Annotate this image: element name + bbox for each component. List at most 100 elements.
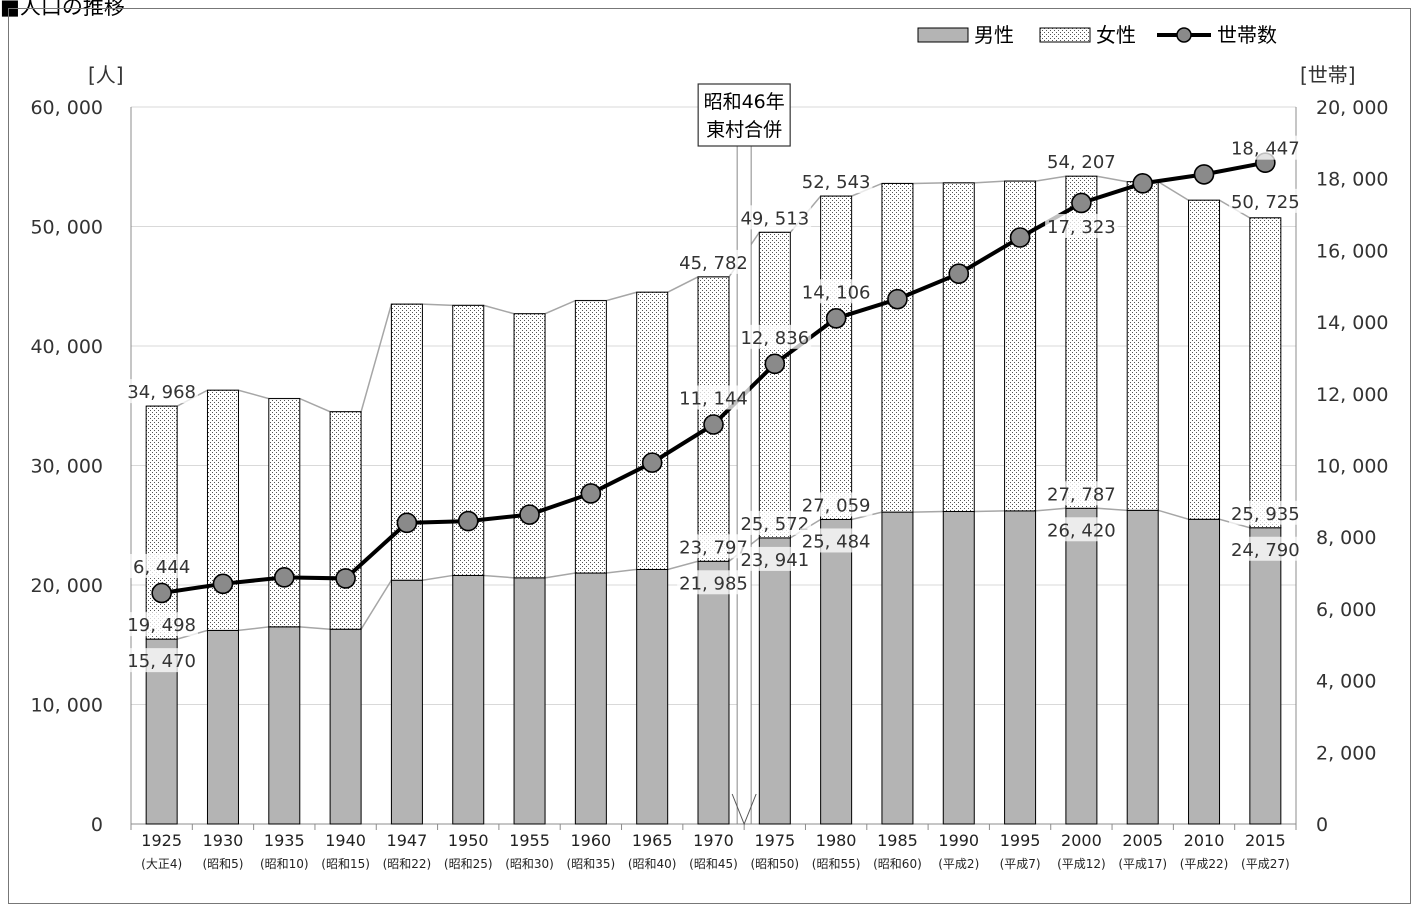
page-title: ■人口の推移: [0, 0, 125, 19]
bar-male-2015: [1249, 527, 1282, 825]
x-tick-label-1980: 1980: [816, 831, 857, 850]
data-label-bg: [738, 510, 812, 535]
right-axis-unit: [世帯]: [1300, 63, 1356, 87]
data-label-bg: [125, 648, 198, 673]
bar-male-1950: [452, 574, 485, 825]
household-point-2010: [1193, 164, 1215, 185]
household-point-1955: [519, 504, 540, 525]
bar-male-1930: [206, 629, 239, 825]
household-point-1965: [641, 452, 663, 473]
left-tick-label: 20, 000: [30, 575, 103, 597]
data-label-bg: [1229, 135, 1302, 160]
data-label-bg: [738, 205, 812, 230]
legend-swatch-female: [1039, 27, 1091, 43]
bar-male-1970: [697, 560, 730, 825]
x-tick-label-1960: 1960: [571, 831, 612, 850]
x-tick-label-2010: 2010: [1184, 831, 1225, 850]
data-label-世帯数-2015: 18, 447: [1231, 139, 1300, 160]
legend-swatch-household-marker: [1176, 27, 1192, 43]
data-label-bg: [677, 249, 750, 274]
household-point-1980: [825, 307, 847, 329]
data-label-bg: [130, 553, 194, 578]
household-point-1990: [948, 263, 970, 285]
x-tick-label-2005: 2005: [1122, 831, 1163, 850]
bar-female-2005: [1126, 181, 1159, 511]
data-label-男性-1980: 25, 484: [802, 531, 871, 552]
bar-female-1930: [206, 389, 239, 631]
bar-male-1955: [513, 577, 546, 825]
data-label-total-2000: 54, 207: [1047, 152, 1116, 173]
data-label-total-2015: 50, 725: [1231, 192, 1300, 213]
x-tick-label-1985: 1985: [877, 831, 918, 850]
x-tick-label-1930: 1930: [203, 831, 244, 850]
x-era-label-1975: (昭和50): [750, 857, 799, 871]
household-point-1995: [1009, 227, 1031, 248]
left-tick-label: 60, 000: [30, 97, 103, 119]
annotation-line-2: 東村合併: [706, 119, 782, 141]
data-label-女性-2015: 25, 935: [1231, 504, 1300, 525]
data-label-bg: [1045, 213, 1118, 238]
data-label-bg: [677, 570, 750, 595]
x-era-label-2000: (平成12): [1057, 857, 1106, 871]
x-tick-label-1990: 1990: [938, 831, 979, 850]
x-era-label-1935: (昭和10): [260, 857, 309, 871]
x-era-label-1955: (昭和30): [505, 857, 554, 871]
data-label-世帯数-1975: 12, 836: [740, 328, 809, 349]
x-era-label-1995: (平成7): [1000, 857, 1041, 871]
annotation-divider: [736, 145, 752, 825]
data-label-女性-1975: 25, 572: [740, 514, 809, 535]
data-label-男性-1975: 23, 941: [740, 550, 809, 571]
data-label-世帯数-1925: 6, 444: [133, 557, 190, 578]
data-label-total-1925: 34, 968: [127, 382, 196, 403]
left-tick-label: 10, 000: [30, 695, 103, 717]
x-tick-label-1950: 1950: [448, 831, 489, 850]
x-tick-label-1995: 1995: [1000, 831, 1041, 850]
bar-male-1980: [820, 518, 853, 825]
bar-male-1985: [881, 511, 914, 825]
bar-female-2010: [1188, 199, 1221, 520]
bar-male-2005: [1126, 509, 1159, 825]
household-point-2005: [1132, 173, 1154, 194]
data-label-男性-2015: 24, 790: [1231, 540, 1300, 561]
x-era-label-2015: (平成27): [1241, 857, 1290, 871]
bar-female-1960: [574, 300, 607, 574]
household-point-1925: [151, 582, 172, 604]
x-era-label-1925: (大正4): [141, 857, 182, 871]
x-tick-label-1925: 1925: [141, 831, 182, 850]
chart-frame: [8, 8, 1411, 904]
x-era-label-2010: (平成22): [1180, 857, 1229, 871]
bar-male-2000: [1065, 507, 1098, 825]
data-label-bg: [799, 279, 873, 304]
data-label-bg: [1045, 517, 1118, 542]
bar-female-1935: [268, 398, 301, 628]
x-tick-label-1970: 1970: [693, 831, 734, 850]
data-label-bg: [125, 612, 198, 637]
left-tick-label: 30, 000: [30, 456, 103, 478]
data-label-bg: [738, 324, 812, 349]
x-tick-label-1947: 1947: [387, 831, 428, 850]
data-label-bg: [1229, 188, 1302, 213]
data-label-total-1980: 52, 543: [802, 172, 871, 193]
x-era-label-1970: (昭和45): [689, 857, 738, 871]
right-tick-label: 4, 000: [1316, 671, 1376, 693]
data-label-女性-1970: 23, 797: [679, 537, 748, 558]
bar-male-1947: [390, 579, 423, 825]
data-label-男性-2000: 26, 420: [1047, 520, 1116, 541]
bar-male-2010: [1188, 518, 1221, 825]
legend-swatch-male: [917, 27, 969, 43]
data-label-bg: [1045, 481, 1118, 506]
data-label-女性-1925: 19, 498: [127, 615, 196, 636]
data-label-bg: [738, 546, 812, 571]
data-label-bg: [799, 528, 873, 553]
annotation-line-1: 昭和46年: [704, 91, 785, 113]
bar-male-1960: [574, 572, 607, 825]
bar-female-1940: [329, 411, 362, 630]
left-tick-label: 50, 000: [30, 217, 103, 239]
bar-female-1950: [452, 304, 485, 576]
x-tick-label-1955: 1955: [509, 831, 550, 850]
bar-male-1940: [329, 628, 362, 825]
bar-female-1990: [942, 182, 975, 513]
x-tick-label-2015: 2015: [1245, 831, 1286, 850]
data-label-bg: [1229, 536, 1302, 561]
